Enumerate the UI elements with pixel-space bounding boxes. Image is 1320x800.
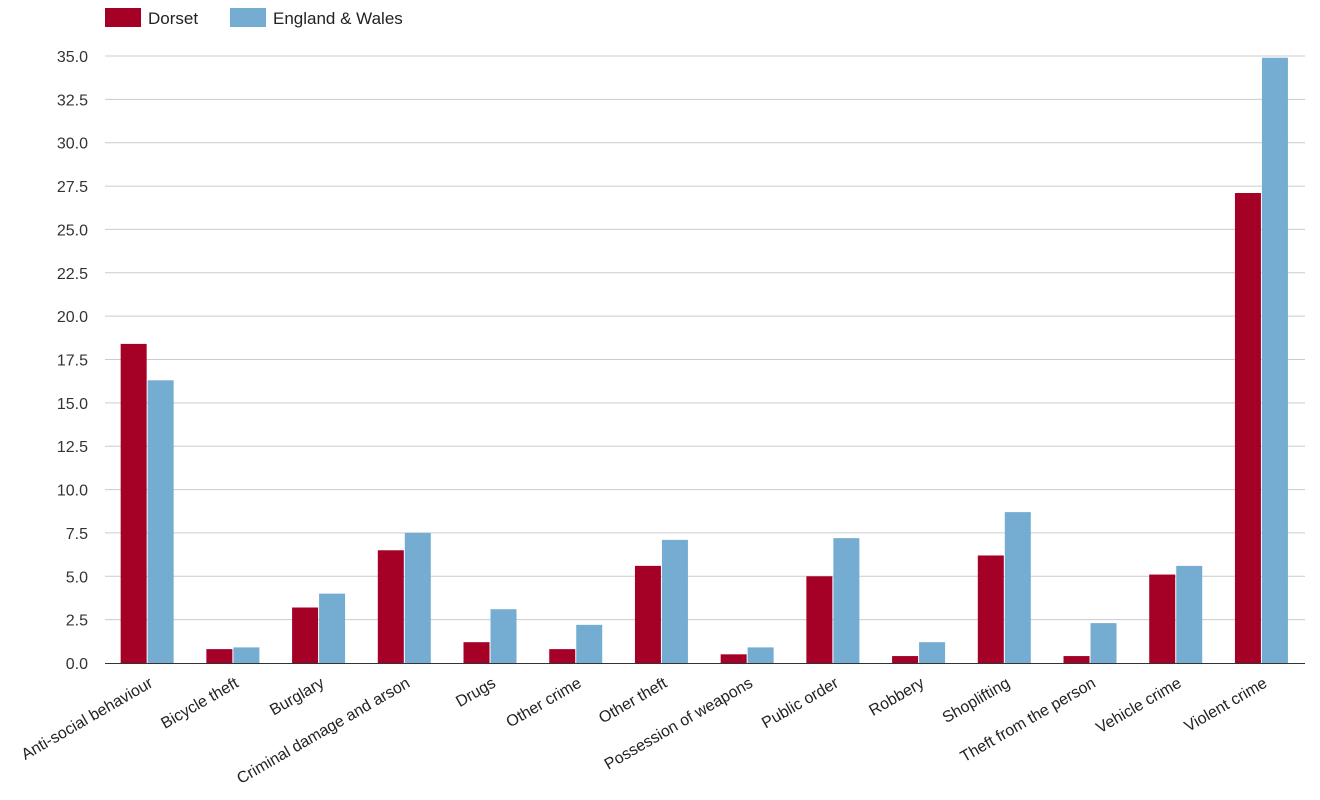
bar-dorset-theft-from-the-person xyxy=(1063,656,1090,663)
x-tick-label-burglary: Burglary xyxy=(267,675,327,720)
bar-dorset-vehicle-crime xyxy=(1149,574,1176,663)
x-tick-label-robbery: Robbery xyxy=(866,675,927,720)
x-tick-label-violent-crime: Violent crime xyxy=(1182,675,1270,736)
bar-dorset-shoplifting xyxy=(977,555,1004,663)
y-tick-label: 12.5 xyxy=(57,439,88,456)
y-tick-label: 2.5 xyxy=(66,613,88,630)
bar-dorset-criminal-damage-and-arson xyxy=(377,550,404,663)
x-tick-label-drugs: Drugs xyxy=(453,675,498,711)
y-tick-label: 0.0 xyxy=(66,656,88,673)
bar-dorset-anti-social-behaviour xyxy=(120,343,147,663)
bar-dorset-bicycle-theft xyxy=(206,649,233,663)
bar-england-and-wales-burglary xyxy=(319,593,346,663)
legend-label-england-wales: England & Wales xyxy=(273,9,403,28)
bars xyxy=(120,57,1288,663)
y-tick-label: 27.5 xyxy=(57,179,88,196)
gridlines xyxy=(105,55,1305,621)
x-tick-label-other-theft: Other theft xyxy=(596,674,670,727)
y-tick-label: 25.0 xyxy=(57,222,88,239)
bar-england-and-wales-violent-crime xyxy=(1261,57,1288,663)
x-tick-label-public-order: Public order xyxy=(759,674,842,732)
bar-england-and-wales-robbery xyxy=(919,642,946,663)
x-tick-label-bicycle-theft: Bicycle theft xyxy=(158,674,242,732)
bar-england-and-wales-public-order xyxy=(833,538,860,663)
bar-england-and-wales-anti-social-behaviour xyxy=(147,380,174,663)
bar-england-and-wales-possession-of-weapons xyxy=(747,647,774,663)
bar-england-and-wales-bicycle-theft xyxy=(233,647,260,663)
x-tick-label-shoplifting: Shoplifting xyxy=(940,675,1013,727)
y-tick-label: 32.5 xyxy=(57,92,88,109)
y-tick-label: 15.0 xyxy=(57,396,88,413)
legend-swatch-dorset xyxy=(105,8,141,27)
y-axis: 0.0 2.5 5.0 7.5 10.0 12.5 15.0 17.5 20.0 22.5 25.0… xyxy=(57,49,88,673)
bar-dorset-other-theft xyxy=(634,565,661,663)
y-tick-label: 5.0 xyxy=(66,569,88,586)
legend-label-dorset: Dorset xyxy=(148,9,198,28)
bar-england-and-wales-criminal-damage-and-arson xyxy=(404,532,431,663)
y-tick-label: 17.5 xyxy=(57,353,88,370)
bar-dorset-burglary xyxy=(292,607,319,663)
x-tick-label-other-crime: Other crime xyxy=(504,675,585,732)
legend-swatch-england-wales xyxy=(230,8,266,27)
bar-dorset-violent-crime xyxy=(1234,193,1261,663)
x-axis: Anti-social behaviour Bicycle theft Burgla… xyxy=(19,663,1305,788)
bar-england-and-wales-vehicle-crime xyxy=(1176,565,1203,663)
x-tick-label-vehicle-crime: Vehicle crime xyxy=(1094,675,1185,737)
bar-dorset-possession-of-weapons xyxy=(720,654,747,663)
bar-england-and-wales-shoplifting xyxy=(1004,512,1031,663)
bar-england-and-wales-drugs xyxy=(490,609,517,663)
y-tick-label: 35.0 xyxy=(57,49,88,66)
x-tick-label-possession-of-weapons: Possession of weapons xyxy=(602,675,756,774)
y-tick-label: 20.0 xyxy=(57,309,88,326)
bar-england-and-wales-other-crime xyxy=(576,624,603,663)
legend: Dorset England & Wales xyxy=(105,8,403,28)
bar-dorset-public-order xyxy=(806,576,833,663)
y-tick-label: 30.0 xyxy=(57,136,88,153)
bar-dorset-other-crime xyxy=(549,649,576,663)
x-tick-label-criminal-damage-and-arson: Criminal damage and arson xyxy=(234,675,413,788)
bar-dorset-drugs xyxy=(463,642,490,663)
y-tick-label: 7.5 xyxy=(66,526,88,543)
bar-dorset-robbery xyxy=(892,656,919,663)
y-tick-label: 22.5 xyxy=(57,266,88,283)
x-tick-label-anti-social-behaviour: Anti-social behaviour xyxy=(19,674,157,763)
bar-england-and-wales-other-theft xyxy=(661,539,688,663)
y-tick-label: 10.0 xyxy=(57,483,88,500)
bar-england-and-wales-theft-from-the-person xyxy=(1090,623,1117,663)
